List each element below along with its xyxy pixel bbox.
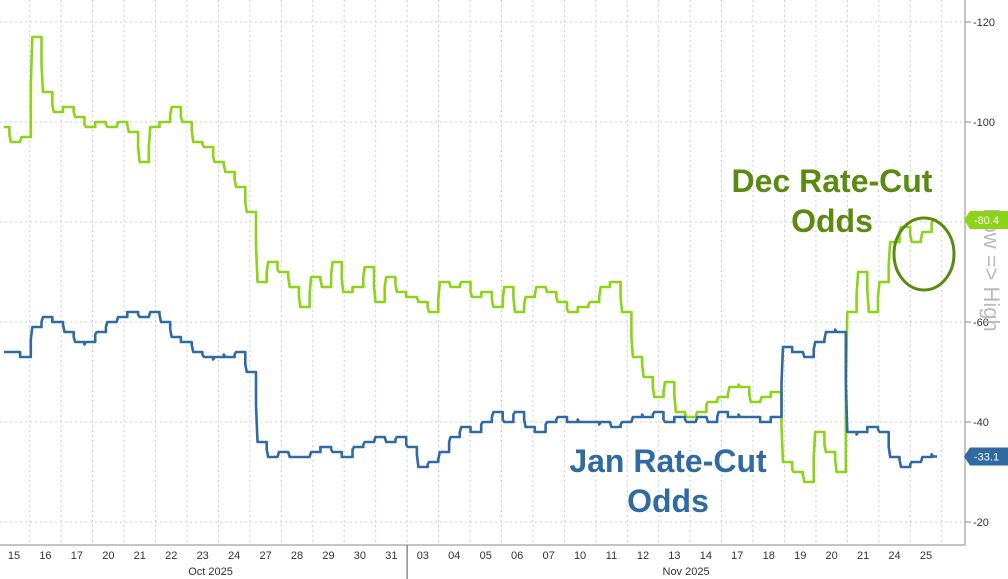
- x-tick-label: 19: [794, 550, 806, 562]
- x-tick-label: 12: [637, 550, 649, 562]
- x-tick-label: 22: [165, 550, 177, 562]
- x-tick-label: 21: [857, 550, 869, 562]
- x-tick-label: 16: [39, 550, 51, 562]
- dec-annotation-line2: Odds: [791, 203, 873, 239]
- y-tick-label: -100: [973, 117, 995, 129]
- dec-last-value-badge: [964, 211, 1008, 229]
- x-tick-label: 15: [8, 550, 20, 562]
- x-tick-label: 24: [228, 550, 240, 562]
- x-tick-label: 21: [134, 550, 146, 562]
- jan-annotation-line1: Jan Rate-Cut: [569, 443, 767, 479]
- x-tick-label: 28: [291, 550, 303, 562]
- x-tick-label: 17: [71, 550, 83, 562]
- x-tick-label: 27: [259, 550, 271, 562]
- x-tick-label: 05: [480, 550, 492, 562]
- series-lines: [4, 35, 937, 484]
- x-tick-label: 30: [354, 550, 366, 562]
- x-tick-label: 07: [542, 550, 554, 562]
- y-tick-label: -60: [973, 317, 989, 329]
- dec-series-line: [4, 35, 937, 484]
- jan-annotation-line2: Odds: [627, 483, 709, 519]
- x-tick-label: 14: [700, 550, 712, 562]
- x-tick-label: 03: [417, 550, 429, 562]
- jan-last-value-badge: [964, 447, 1008, 466]
- x-tick-label: 11: [606, 550, 617, 562]
- x-tick-label: 18: [763, 550, 775, 562]
- y-tick-label: -120: [973, 17, 995, 29]
- x-tick-label: 17: [731, 550, 743, 562]
- x-tick-label: 23: [197, 550, 209, 562]
- x-tick-label: 10: [574, 550, 586, 562]
- jan-last-value-label: -33.1: [974, 452, 999, 464]
- x-tick-label: 24: [888, 550, 900, 562]
- dec-highlight-circle: [892, 216, 956, 292]
- x-tick-label: 20: [826, 550, 838, 562]
- annotations: Dec Rate-Cut Odds Jan Rate-Cut Odds: [569, 163, 956, 519]
- y-tick-label: -20: [973, 517, 989, 529]
- month-label-oct: Oct 2025: [188, 566, 233, 578]
- x-tick-label: 06: [511, 550, 523, 562]
- last-value-badges: -80.4 -33.1: [964, 211, 1008, 466]
- dec-annotation-line1: Dec Rate-Cut: [732, 163, 933, 199]
- x-axis: 15 16 17 20 21 22 23 24 27 28 29 30 31 03 04 05 06 07 10 11…: [0, 544, 965, 579]
- x-tick-label: 13: [668, 550, 680, 562]
- dec-last-value-label: -80.4: [974, 215, 999, 227]
- x-tick-label: 25: [920, 550, 932, 562]
- month-label-nov: Nov 2025: [663, 566, 710, 578]
- jan-series-line: [4, 310, 937, 469]
- x-tick-label: 31: [385, 550, 397, 562]
- x-tick-label: 04: [448, 550, 460, 562]
- x-tick-label: 29: [322, 550, 334, 562]
- x-tick-label: 20: [102, 550, 114, 562]
- y-tick-label: -40: [973, 417, 989, 429]
